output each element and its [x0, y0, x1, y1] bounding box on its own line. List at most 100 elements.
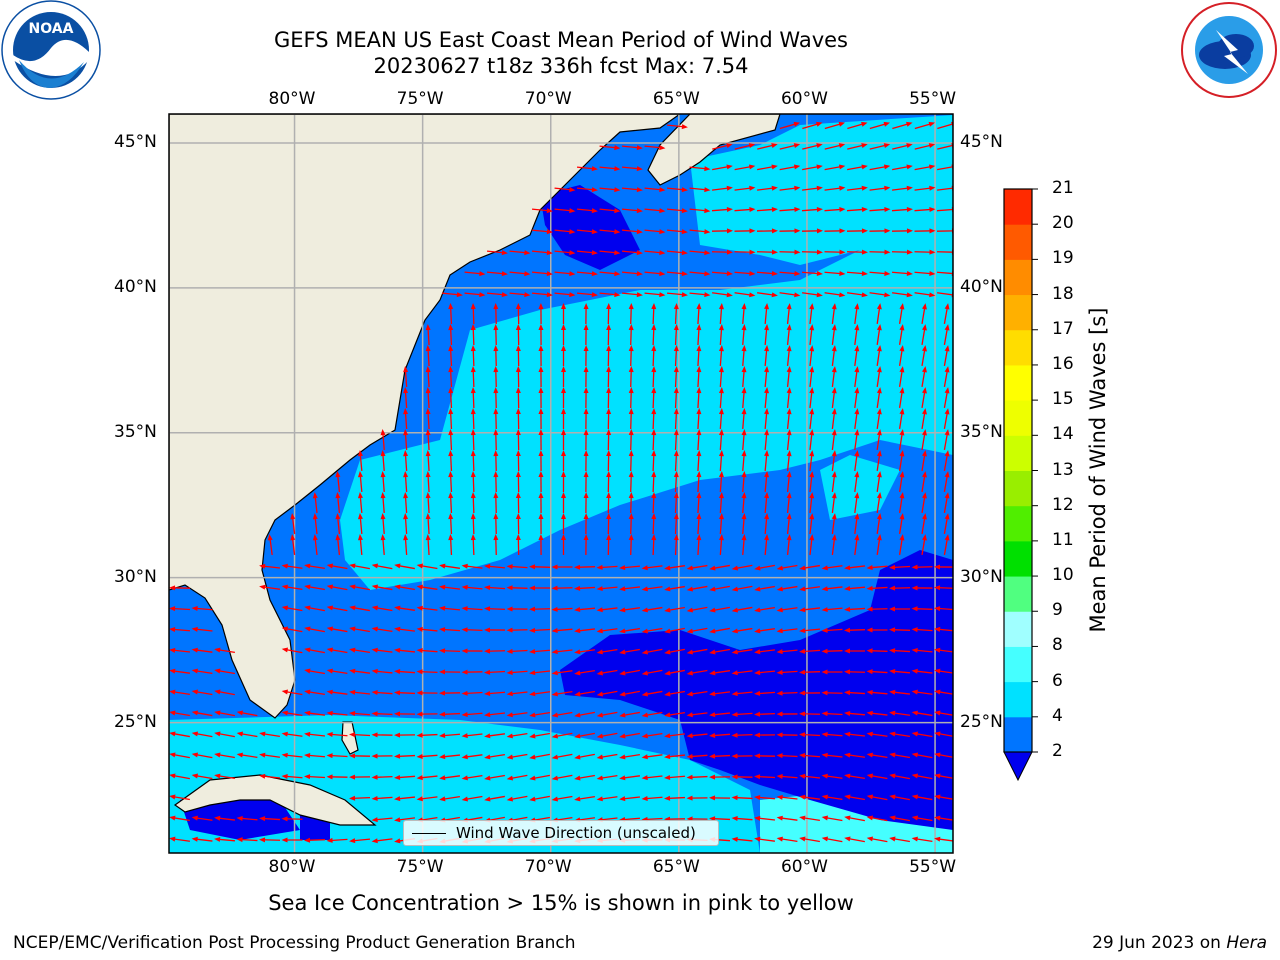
wave-arrow-head	[911, 752, 919, 758]
wave-arrow	[831, 452, 836, 472]
wave-arrow-head	[614, 229, 621, 235]
wave-arrow	[756, 292, 776, 296]
wave-arrow	[757, 585, 775, 591]
lon-label-top: 70°W	[524, 89, 572, 109]
wave-arrow-head	[754, 732, 761, 738]
wave-arrow-head	[673, 303, 679, 310]
wave-arrow	[621, 607, 641, 611]
wave-arrow-head	[596, 775, 603, 781]
wave-arrow-head	[403, 366, 409, 373]
wave-arrow-head	[236, 815, 243, 821]
wave-arrow	[824, 586, 843, 590]
wave-arrow	[831, 347, 836, 367]
wave-arrow-head	[583, 471, 589, 478]
wave-arrow-head	[922, 366, 927, 373]
wave-arrow-head	[371, 563, 379, 569]
wave-arrow-head	[928, 143, 936, 149]
wave-arrow-head	[304, 731, 311, 737]
wave-arrow	[666, 250, 686, 254]
wave-arrow-head	[929, 207, 936, 213]
wave-arrow-head	[493, 429, 499, 436]
wave-arrow	[809, 515, 813, 535]
wave-arrow-head	[726, 292, 733, 298]
wave-arrow-head	[844, 627, 851, 633]
wave-arrow	[914, 691, 933, 695]
wave-arrow-head	[619, 607, 626, 613]
wave-arrow-head	[944, 471, 950, 478]
wave-arrow-head	[799, 628, 806, 634]
wave-arrow	[472, 368, 475, 388]
wave-arrow-head	[821, 836, 829, 842]
wave-arrow-head	[349, 689, 356, 695]
wave-arrow-head	[861, 164, 868, 170]
wave-arrow	[419, 754, 438, 758]
wave-arrow-head	[731, 711, 738, 717]
wave-arrow-head	[259, 584, 266, 590]
wave-arrow	[809, 389, 813, 409]
wave-arrow-head	[561, 387, 567, 394]
sea-ice-note: Sea Ice Concentration > 15% is shown in …	[268, 891, 854, 915]
wave-arrow-head	[583, 387, 589, 394]
wave-arrow-head	[236, 710, 244, 716]
wave-arrow-head	[821, 773, 828, 779]
wave-arrow-head	[304, 647, 311, 653]
wave-arrow	[914, 271, 933, 275]
wave-arrow-head	[606, 471, 612, 478]
wave-arrow	[336, 515, 341, 535]
colorbar-tick-label: 8	[1052, 635, 1063, 656]
wave-arrow-head	[574, 670, 581, 676]
wave-arrow	[898, 516, 904, 534]
lat-label-left: 25°N	[114, 711, 157, 732]
wave-arrow-head	[889, 606, 896, 612]
wave-arrow-head	[696, 513, 702, 520]
wave-arrow-head	[169, 752, 176, 758]
wave-arrow-head	[854, 303, 860, 310]
wave-arrow-head	[799, 815, 806, 821]
wave-arrow-head	[749, 271, 756, 276]
wave-arrow	[621, 565, 641, 569]
wave-arrow-head	[551, 585, 558, 591]
wave-arrow-head	[606, 324, 612, 331]
wave-arrow	[892, 816, 910, 822]
wave-arrow-head	[641, 649, 649, 655]
wave-arrow-head	[741, 534, 747, 541]
wave-arrow-head	[538, 303, 544, 310]
wave-arrow-head	[664, 607, 671, 613]
wave-arrow-head	[889, 836, 896, 842]
wave-arrow-head	[461, 690, 468, 696]
wave-arrow-head	[371, 605, 378, 611]
wave-arrow-head	[686, 670, 693, 676]
wave-arrow-head	[326, 710, 333, 716]
wave-arrow	[689, 669, 708, 675]
wave-arrow-head	[861, 228, 868, 234]
wave-arrow-head	[651, 492, 657, 499]
wave-arrow-head	[551, 712, 559, 718]
low-period-zone-0	[560, 550, 953, 830]
wave-arrow-head	[214, 647, 221, 653]
wave-arrow	[756, 817, 776, 821]
wave-arrow-head	[484, 775, 491, 781]
wave-arrow	[719, 536, 723, 556]
wave-arrow-head	[470, 492, 476, 499]
wave-arrow	[630, 326, 632, 346]
wave-arrow-head	[906, 249, 913, 255]
wave-arrow-head	[944, 492, 950, 499]
wave-arrow-head	[731, 649, 738, 655]
wave-arrow-head	[606, 303, 612, 310]
wave-arrow-head	[529, 733, 536, 739]
wave-arrow-head	[876, 429, 882, 436]
wave-arrow	[621, 145, 641, 149]
wave-arrow	[449, 494, 453, 514]
wave-arrow-head	[371, 753, 378, 759]
wave-arrow-head	[831, 513, 837, 520]
wave-arrow-head	[596, 733, 604, 739]
wave-arrow-head	[501, 271, 508, 277]
wave-arrow	[472, 536, 475, 556]
wave-arrow-head	[844, 773, 851, 779]
chart-subtitle: 20230627 t18z 336h fcst Max: 7.54	[373, 54, 749, 78]
wave-arrow-head	[866, 585, 873, 591]
wave-arrow-head	[448, 492, 454, 499]
wave-arrow-head	[816, 249, 823, 255]
land-0	[169, 114, 682, 719]
wave-arrow-head	[883, 143, 891, 149]
